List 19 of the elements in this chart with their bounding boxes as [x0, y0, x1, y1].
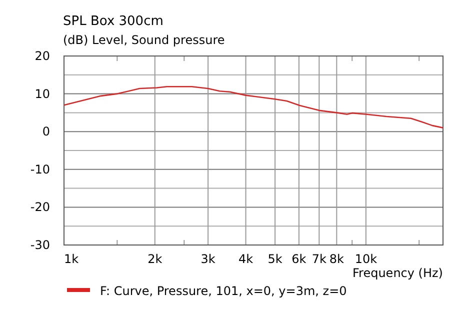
y-tick-label: -10	[30, 162, 50, 176]
chart-title: SPL Box 300cm	[63, 14, 164, 29]
y-tick-label: -20	[30, 200, 50, 214]
x-tick-label: 7k	[312, 252, 326, 266]
x-tick-label: 2k	[148, 252, 162, 266]
legend-label: F: Curve, Pressure, 101, x=0, y=3m, z=0	[100, 284, 347, 298]
y-tick-label: 10	[34, 86, 50, 101]
y-tick-label: 0	[42, 124, 50, 139]
x-tick-label: 6k	[292, 252, 306, 266]
x-axis-title: Frequency (Hz)	[352, 266, 443, 280]
y-tick-label: -30	[30, 238, 50, 252]
x-tick-label: 5k	[268, 252, 282, 266]
y-tick-label: 20	[34, 49, 50, 63]
chart-subtitle: (dB) Level, Sound pressure	[63, 33, 225, 47]
x-tick-label: 8k	[329, 252, 344, 266]
x-tick-label: 10k	[354, 252, 378, 266]
x-tick-label: 4k	[238, 252, 254, 266]
x-tick-label: 3k	[200, 252, 216, 266]
x-tick-label: 1k	[64, 252, 79, 266]
